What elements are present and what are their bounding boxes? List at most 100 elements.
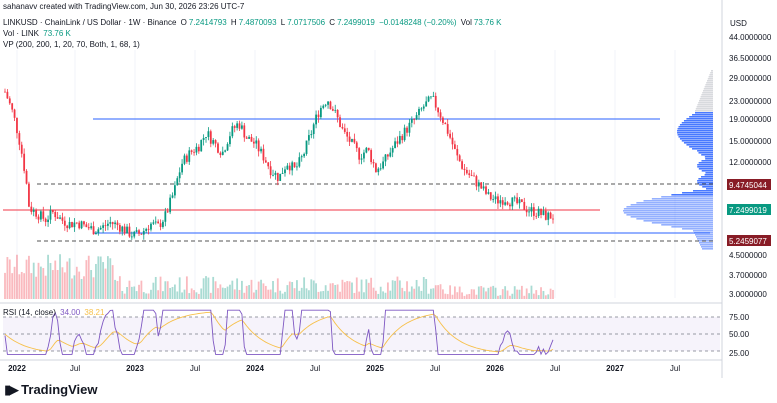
volume-bar-161: [389, 290, 392, 299]
candle-body-66: [162, 221, 164, 227]
volume-bar-26: [66, 261, 69, 299]
candle-body-211: [509, 204, 511, 207]
volume-bar-34: [85, 260, 88, 299]
candle-body-185: [446, 124, 449, 134]
volume-bar-1: [6, 257, 9, 299]
candle-body-5: [16, 117, 18, 134]
candle-body-45: [111, 222, 114, 225]
volume-bar-20: [51, 270, 54, 299]
candle-body-207: [499, 200, 502, 204]
candle-body-193: [465, 169, 468, 174]
volume-bar-86: [209, 292, 212, 299]
time-label-11: Jul: [670, 364, 680, 373]
vp-bar-86: [704, 86, 713, 88]
vp-bar-220: [643, 220, 713, 222]
low-value: 7.0717506: [287, 18, 326, 27]
volume-bar-160: [386, 282, 389, 299]
candle-body-91: [221, 151, 224, 155]
high-label: H: [230, 18, 237, 27]
candle-body-178: [430, 96, 432, 98]
candle-body-13: [35, 209, 38, 217]
volume-bar-153: [370, 277, 373, 299]
candle-body-55: [135, 230, 138, 232]
candle-body-56: [138, 230, 140, 234]
time-axis[interactable]: 2022 Jul 2023 Jul 2024 Jul 2025 Jul 2026 Jul 2027 J…: [8, 364, 680, 373]
volume-bar-60: [147, 293, 150, 299]
candle-body-122: [296, 166, 298, 168]
candle-body-206: [497, 196, 499, 204]
volume-bar-159: [384, 292, 387, 299]
vp-bar-172: [705, 172, 713, 174]
candle-body-81: [197, 146, 200, 152]
candle-body-104: [252, 141, 255, 144]
volume-bar-144: [348, 281, 351, 299]
vp-bar-122: [681, 122, 713, 124]
candle-body-200: [482, 186, 485, 189]
vp-bar-246: [701, 246, 713, 248]
price-tick-12: 3.0000000: [729, 290, 767, 299]
volume-bar-157: [379, 286, 382, 299]
volume-bar-50: [123, 293, 126, 299]
volume-bar-164: [396, 276, 399, 299]
candle-body-32: [80, 221, 83, 229]
volume-bar-48: [118, 276, 121, 299]
volume-bar-40: [99, 256, 102, 299]
volume-bar-155: [375, 290, 377, 299]
volume-bar-228: [549, 288, 552, 299]
volume-bar-219: [528, 293, 530, 299]
volume-bar-205: [494, 287, 497, 299]
candle-body-4: [13, 109, 16, 118]
volume-bar-65: [159, 276, 162, 299]
candle-body-130: [315, 114, 317, 125]
candle-body-197: [475, 176, 478, 187]
candle-body-79: [193, 151, 195, 153]
volume-bar-206: [497, 295, 499, 299]
volume-bar-31: [78, 271, 81, 299]
vp-bar-236: [696, 236, 713, 238]
candle-body-20: [51, 210, 54, 213]
horizontal-lines: [3, 118, 715, 242]
price-axis[interactable]: USD 44.0000000 36.5000000 29.0000000 23.0000…: [727, 19, 772, 299]
volume-bar-177: [427, 293, 430, 299]
open-value: 7.2414793: [188, 18, 227, 27]
vp-bar-132: [677, 132, 713, 134]
volume-bar-209: [504, 286, 507, 299]
candle-body-47: [116, 222, 119, 226]
candle-body-77: [188, 150, 191, 162]
candle-body-188: [453, 144, 456, 149]
tradingview-logo[interactable]: ▮▶ TradingView: [4, 382, 98, 398]
candle-body-2: [8, 98, 11, 104]
candle-body-119: [288, 165, 291, 171]
candle-body-63: [154, 221, 157, 223]
candle-body-199: [480, 182, 483, 189]
candle-body-151: [365, 147, 368, 153]
volume-bar-38: [95, 263, 97, 299]
candle-body-218: [525, 209, 528, 213]
volume-bar-218: [525, 288, 528, 299]
candle-body-57: [140, 233, 143, 235]
volume-bar-202: [487, 287, 490, 299]
candle-body-120: [291, 162, 294, 171]
close-value: 7.2499019: [337, 18, 375, 27]
vp-bar-156: [704, 156, 713, 158]
vp-bar-106: [696, 106, 713, 108]
volume-bar-80: [195, 292, 198, 299]
candle-body-142: [343, 128, 346, 132]
vp-bar-178: [698, 178, 713, 180]
candle-body-158: [382, 161, 384, 169]
volume-bar-119: [288, 281, 291, 299]
candle-body-93: [226, 144, 229, 151]
candle-body-175: [422, 106, 425, 109]
volume-bar-171: [413, 288, 416, 299]
vp-bar-88: [703, 88, 713, 90]
volume-bar-117: [284, 291, 286, 299]
vp-bar-96: [700, 96, 713, 98]
time-label-4: 2024: [246, 364, 264, 373]
candle-body-21: [54, 212, 57, 218]
volume-bar-51: [126, 286, 128, 299]
candle-body-132: [319, 107, 322, 118]
candle-body-141: [341, 126, 344, 129]
volume-bar-197: [475, 294, 478, 299]
volume-bar-98: [238, 289, 241, 299]
